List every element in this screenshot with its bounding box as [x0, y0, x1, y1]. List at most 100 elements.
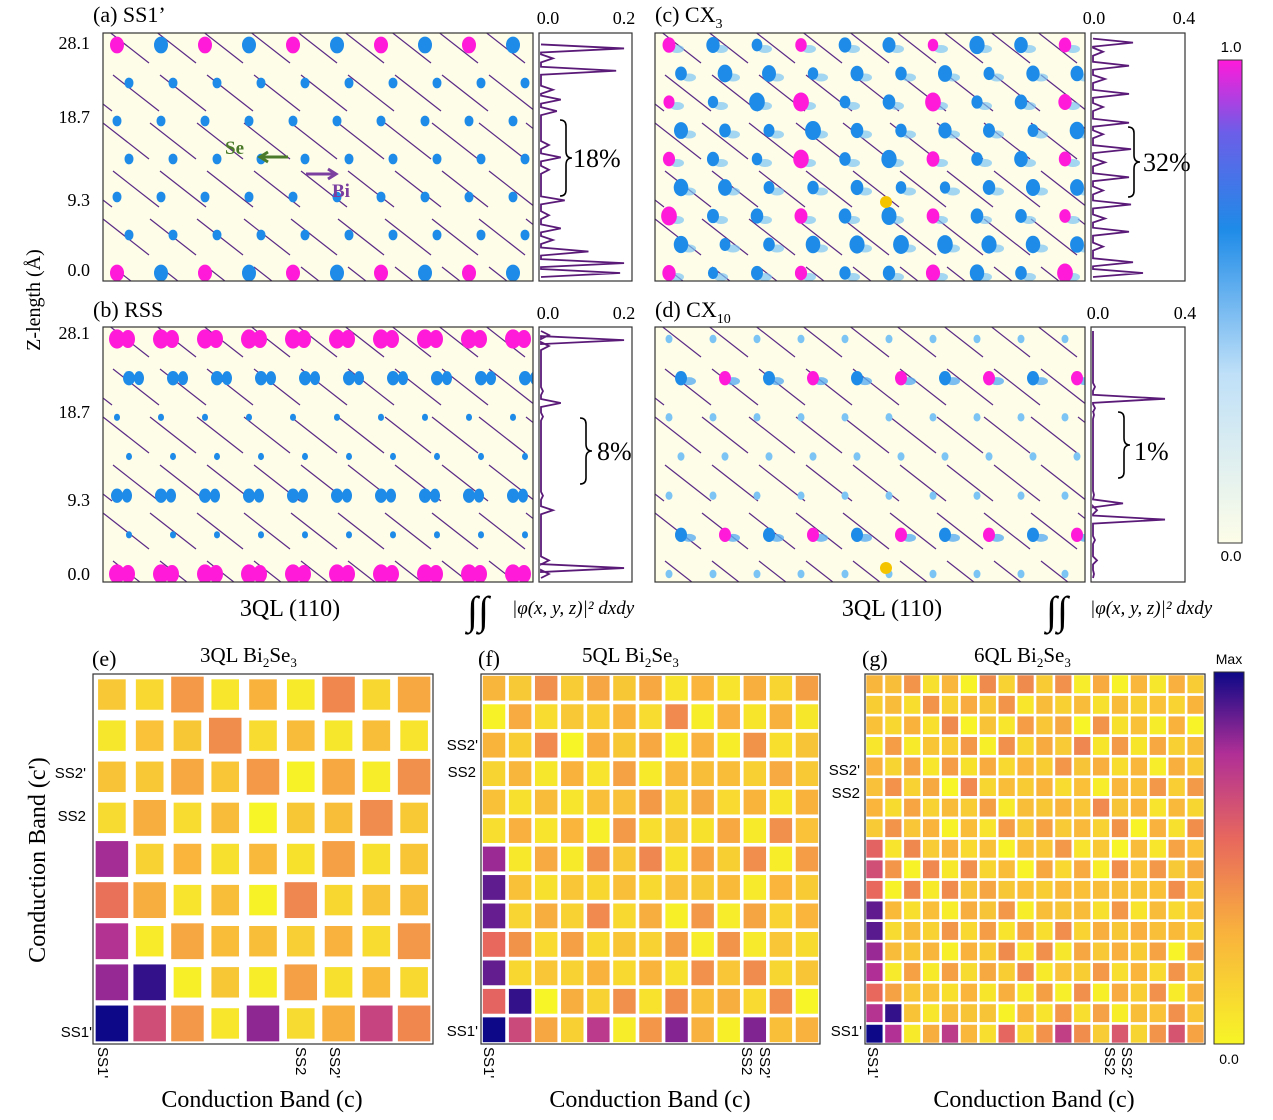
heat-cell — [286, 802, 315, 834]
heat-cell — [211, 802, 240, 834]
atom — [417, 564, 433, 582]
heat-cell — [324, 720, 353, 751]
svg-text:∫∫: ∫∫ — [1043, 588, 1071, 635]
atom-blue — [266, 371, 276, 386]
heat-cell — [866, 757, 883, 776]
atom — [212, 153, 222, 165]
bond-line — [159, 74, 207, 112]
atom — [420, 115, 430, 127]
atom — [344, 229, 354, 241]
heat-cell — [665, 931, 688, 957]
heat-cell — [397, 758, 431, 795]
heat-cell — [904, 1004, 921, 1023]
atom — [464, 191, 474, 203]
atom — [255, 370, 267, 386]
heat-cell — [866, 819, 883, 838]
atom — [507, 488, 519, 503]
heat-cell — [743, 875, 767, 900]
atom — [198, 36, 212, 54]
atom — [850, 65, 864, 82]
atom — [665, 334, 673, 344]
atom — [1061, 491, 1069, 500]
heat-cell — [613, 732, 636, 758]
heat-cell — [885, 778, 902, 797]
atom — [807, 67, 819, 80]
bond-line — [0, 417, 8, 453]
heat-cell — [1092, 839, 1110, 858]
heat-cell — [998, 778, 1015, 797]
atom — [665, 491, 673, 500]
heat-cell — [1187, 819, 1204, 838]
bond-line — [391, 33, 432, 64]
heat-cell — [1055, 839, 1072, 858]
atom-magenta — [297, 330, 311, 348]
heat-cell — [691, 704, 714, 730]
map-bg-a — [103, 33, 533, 281]
heat-x-title-f: Conduction Band (c) — [549, 1087, 750, 1113]
heat-cell — [508, 789, 532, 815]
heat-cell — [1187, 901, 1204, 920]
atom — [478, 531, 484, 539]
bond-line — [993, 464, 1041, 502]
heat-cell — [743, 960, 767, 986]
heat-cell — [1130, 695, 1148, 714]
heat-cell — [1111, 942, 1129, 961]
colorbar-top — [1217, 59, 1243, 544]
atom — [461, 329, 477, 349]
atom — [794, 208, 808, 224]
atom — [719, 370, 731, 386]
bond-line — [109, 33, 150, 64]
bond-line — [0, 27, 8, 63]
heat-cell — [587, 931, 610, 957]
atom — [939, 370, 951, 386]
bond-line — [196, 512, 244, 550]
heatmap-g-xlabel-ss2p: SS2' — [1118, 1047, 1135, 1078]
heat-cell — [249, 720, 277, 751]
heat-cell — [941, 695, 959, 714]
heat-cell — [613, 960, 636, 986]
atom — [1025, 235, 1041, 254]
profile-b-tick-0: 0.0 — [537, 303, 560, 323]
atom — [895, 123, 907, 138]
atom — [1070, 236, 1084, 253]
heat-cell — [998, 798, 1015, 817]
bond-line — [149, 512, 197, 550]
bond-line — [243, 122, 291, 160]
atom — [1058, 37, 1072, 53]
heat-cell — [904, 880, 921, 899]
bond-line — [488, 368, 533, 405]
heat-cell — [1168, 921, 1185, 940]
se-arrow-icon — [257, 150, 288, 164]
heat-cell — [534, 1017, 558, 1043]
heat-cell — [979, 880, 996, 899]
atom — [937, 235, 953, 254]
atom — [202, 413, 208, 421]
atom — [675, 66, 687, 81]
atom — [969, 35, 985, 55]
atom — [168, 77, 178, 89]
heat-cell — [1074, 778, 1091, 797]
bond-line — [344, 327, 385, 358]
atom — [882, 94, 896, 110]
atom — [346, 452, 352, 461]
heat-cell — [1187, 757, 1204, 776]
atom — [882, 265, 896, 281]
x-caption-right: 3QL (110) — [842, 596, 942, 622]
heat-cell — [1187, 860, 1204, 879]
bond-line — [300, 266, 320, 281]
heat-cell — [1017, 839, 1034, 858]
atom — [1058, 151, 1072, 167]
atom — [850, 179, 864, 196]
heat-cell — [561, 704, 584, 730]
atom — [1026, 65, 1040, 82]
heat-cell — [1092, 880, 1110, 899]
heat-cell — [1074, 860, 1091, 879]
atom — [937, 65, 953, 82]
heat-cell — [1036, 798, 1053, 817]
bond-line — [1030, 218, 1078, 256]
heat-cell — [1036, 819, 1053, 838]
heat-cell — [482, 789, 506, 815]
heat-cell — [691, 988, 714, 1014]
atom — [114, 413, 120, 421]
heat-cell — [534, 818, 558, 843]
